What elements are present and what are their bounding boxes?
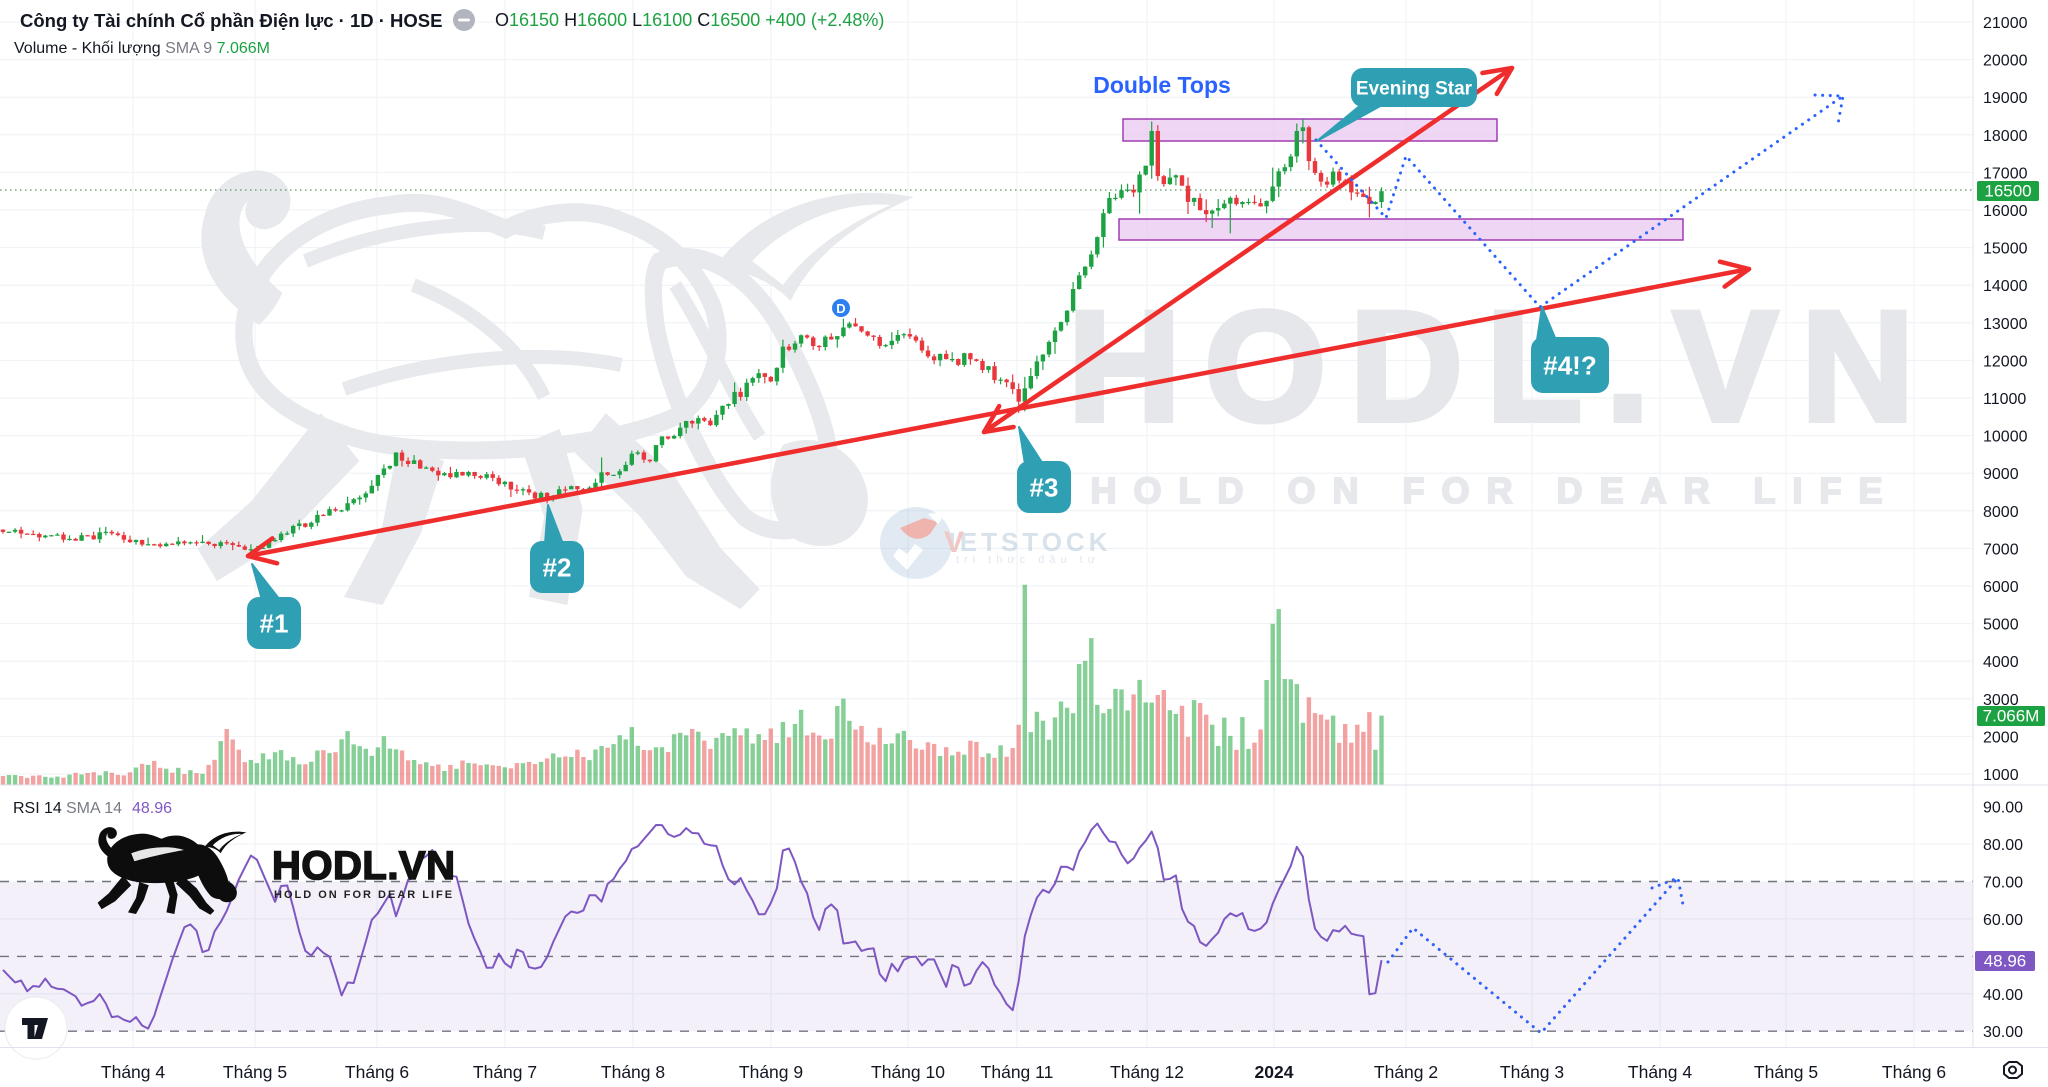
svg-text:11000: 11000 xyxy=(1983,391,2026,408)
svg-text:70.00: 70.00 xyxy=(1983,875,2023,892)
svg-text:tri thức đầu tư: tri thức đầu tư xyxy=(956,554,1100,566)
svg-text:6000: 6000 xyxy=(1983,579,2019,596)
svg-text:Evening Star: Evening Star xyxy=(1356,78,1473,99)
svg-text:V: V xyxy=(944,526,964,559)
svg-text:SMA 14: SMA 14 xyxy=(66,800,122,817)
svg-text:18000: 18000 xyxy=(1983,128,2028,145)
svg-text:48.96: 48.96 xyxy=(132,800,172,817)
svg-text:HODL.VN: HODL.VN xyxy=(1068,280,1938,454)
svg-text:D: D xyxy=(836,301,845,316)
svg-text:10000: 10000 xyxy=(1983,429,2028,446)
svg-text:40.00: 40.00 xyxy=(1983,987,2023,1004)
svg-text:16000: 16000 xyxy=(1983,203,2028,220)
svg-text:RSI: RSI xyxy=(13,800,40,817)
svg-text:17000: 17000 xyxy=(1983,165,2028,182)
svg-text:Tháng 6: Tháng 6 xyxy=(345,1062,409,1082)
svg-text:60.00: 60.00 xyxy=(1983,912,2023,929)
svg-text:Tháng 6: Tháng 6 xyxy=(1882,1062,1946,1082)
svg-text:Double Tops: Double Tops xyxy=(1093,72,1231,98)
svg-text:48.96: 48.96 xyxy=(1984,952,2027,971)
svg-text:Tháng 10: Tháng 10 xyxy=(871,1062,945,1082)
svg-text:Tháng 9: Tháng 9 xyxy=(739,1062,803,1082)
svg-text:14: 14 xyxy=(44,800,62,817)
svg-text:Tháng 12: Tháng 12 xyxy=(1110,1062,1184,1082)
svg-text:HOLD ON FOR DEAR LIFE: HOLD ON FOR DEAR LIFE xyxy=(1091,470,1900,511)
svg-text:O16150 H16600 L16100 C16500 +4: O16150 H16600 L16100 C16500 +400 (+2.48%… xyxy=(495,10,884,30)
svg-text:7000: 7000 xyxy=(1983,541,2019,558)
svg-text:8000: 8000 xyxy=(1983,504,2019,521)
svg-text:2000: 2000 xyxy=(1983,729,2019,746)
svg-text:Tháng 11: Tháng 11 xyxy=(981,1062,1054,1082)
svg-text:4000: 4000 xyxy=(1983,654,2019,671)
svg-text:19000: 19000 xyxy=(1983,90,2028,107)
svg-text:HOLD ON FOR DEAR LIFE: HOLD ON FOR DEAR LIFE xyxy=(274,889,454,901)
svg-text:7.066M: 7.066M xyxy=(1983,707,2040,726)
svg-text:#1: #1 xyxy=(260,608,289,638)
svg-text:9000: 9000 xyxy=(1983,466,2019,483)
svg-text:16500: 16500 xyxy=(1984,182,2031,201)
svg-text:Tháng 5: Tháng 5 xyxy=(1754,1062,1818,1082)
svg-text:#2: #2 xyxy=(543,552,572,582)
svg-text:Tháng 5: Tháng 5 xyxy=(223,1062,287,1082)
svg-text:#4!?: #4!? xyxy=(1543,350,1596,380)
svg-text:80.00: 80.00 xyxy=(1983,837,2023,854)
svg-text:15000: 15000 xyxy=(1983,241,2028,258)
svg-text:90.00: 90.00 xyxy=(1983,800,2023,817)
svg-text:13000: 13000 xyxy=(1983,316,2028,333)
svg-text:Tháng 3: Tháng 3 xyxy=(1500,1062,1564,1082)
svg-text:3000: 3000 xyxy=(1983,692,2019,709)
svg-text:5000: 5000 xyxy=(1983,617,2019,634)
svg-text:Tháng 8: Tháng 8 xyxy=(601,1062,665,1082)
svg-text:Tháng 2: Tháng 2 xyxy=(1374,1062,1438,1082)
svg-text:20000: 20000 xyxy=(1983,53,2028,70)
svg-text:IETSTOCK: IETSTOCK xyxy=(949,527,1112,557)
svg-text:1000: 1000 xyxy=(1983,767,2019,784)
svg-text:Công ty Tài chính Cổ phần Điện: Công ty Tài chính Cổ phần Điện lực · 1D … xyxy=(20,10,442,31)
svg-text:#3: #3 xyxy=(1030,472,1059,502)
svg-text:30.00: 30.00 xyxy=(1983,1024,2023,1041)
svg-text:21000: 21000 xyxy=(1983,15,2028,32)
svg-text:HODL.VN: HODL.VN xyxy=(272,844,456,888)
svg-text:Tháng 4: Tháng 4 xyxy=(101,1062,165,1082)
svg-text:14000: 14000 xyxy=(1983,278,2028,295)
svg-text:Tháng 4: Tháng 4 xyxy=(1628,1062,1692,1082)
svg-text:2024: 2024 xyxy=(1255,1062,1294,1082)
svg-text:12000: 12000 xyxy=(1983,353,2028,370)
svg-text:Tháng 7: Tháng 7 xyxy=(473,1062,537,1082)
svg-text:Volume - Khối lượng SMA 9 7.0: Volume - Khối lượng SMA 9 7.066M xyxy=(14,40,270,57)
